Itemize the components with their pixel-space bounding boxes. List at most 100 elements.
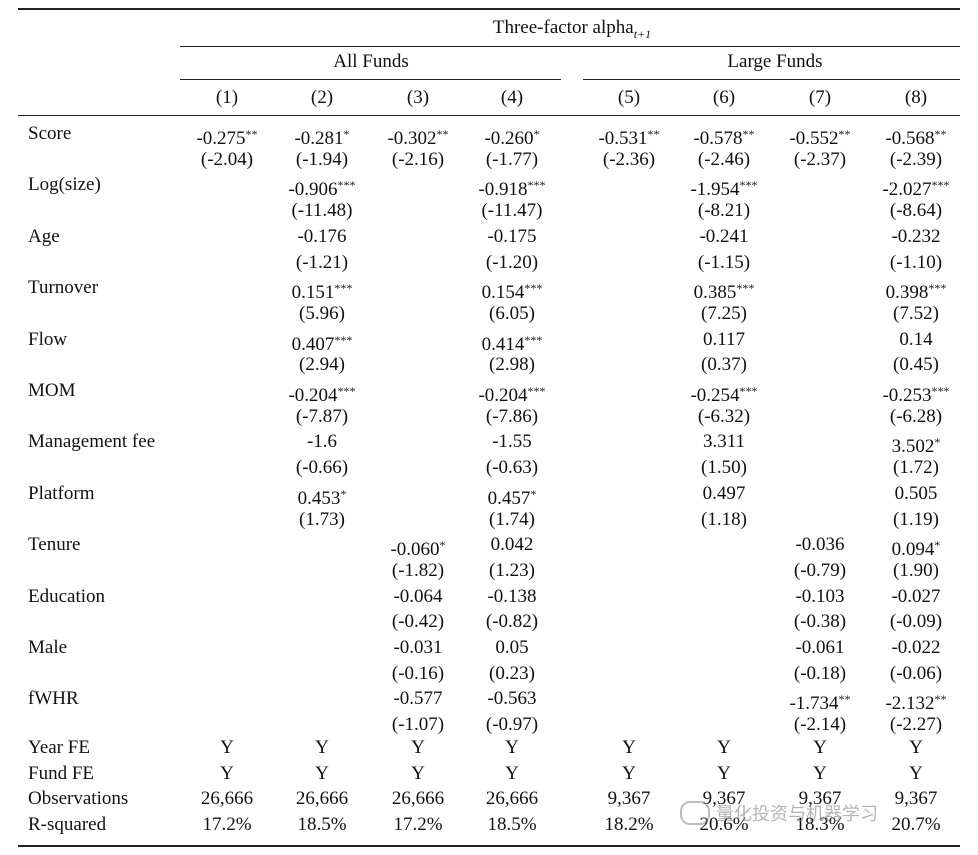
t-stat-cell: (7.25) xyxy=(701,302,747,324)
t-stat-cell: (-1.15) xyxy=(697,251,751,273)
t-stat-cell: (-6.28) xyxy=(889,405,943,427)
coef-value: -0.281 xyxy=(294,128,344,149)
t-stat-cell: (-2.36) xyxy=(602,148,656,170)
coef-value: 0.453 xyxy=(297,487,341,509)
coef-value: -0.302 xyxy=(387,128,437,149)
coef-cell: -0.552** xyxy=(789,123,850,150)
column-number: (3) xyxy=(406,87,430,108)
column-number: (8) xyxy=(904,87,928,108)
coef-value: 0.505 xyxy=(894,482,938,504)
footer-label: R-squared xyxy=(28,814,107,836)
coef-cell: -0.275** xyxy=(196,123,257,150)
t-stat-cell: (1.19) xyxy=(893,508,939,530)
coef-cell: -0.176 xyxy=(297,226,346,248)
coef-value: 3.502 xyxy=(891,436,935,458)
coef-value: -0.568 xyxy=(885,128,935,149)
title-rule xyxy=(180,46,960,47)
coef-value: -0.232 xyxy=(891,225,941,247)
coef-cell: 0.457* xyxy=(488,483,537,510)
coef-cell: -1.734** xyxy=(789,688,850,715)
t-stat-cell: (-2.16) xyxy=(391,148,445,170)
coef-cell: -0.918*** xyxy=(478,174,545,201)
t-stat-cell: (-2.27) xyxy=(889,714,943,736)
coef-cell: 0.154*** xyxy=(482,277,543,304)
coef-value: -0.138 xyxy=(487,585,537,607)
footer-cell: 17.2% xyxy=(202,814,252,836)
coef-cell: -0.175 xyxy=(487,226,536,248)
row-label: fWHR xyxy=(28,688,79,710)
coef-value: -0.254 xyxy=(690,385,740,406)
footer-label: Fund FE xyxy=(28,762,94,784)
coef-value: -0.036 xyxy=(795,534,845,556)
footer-cell: Y xyxy=(622,737,636,758)
significance-stars: ** xyxy=(245,127,258,141)
coef-cell: 0.094* xyxy=(892,534,941,561)
footer-cell: Y xyxy=(909,762,923,784)
coef-cell: -0.563 xyxy=(487,688,536,710)
coef-cell: 0.414*** xyxy=(482,329,543,356)
coef-cell: -0.253*** xyxy=(882,380,949,407)
footer-cell: 18.3% xyxy=(795,814,845,836)
t-stat-cell: (-0.18) xyxy=(793,662,847,684)
coef-value: 0.398 xyxy=(885,282,929,304)
significance-stars: *** xyxy=(524,332,543,347)
significance-stars: *** xyxy=(931,178,950,193)
significance-stars: * xyxy=(340,486,347,501)
significance-stars: * xyxy=(533,127,540,141)
t-stat-cell: (-11.47) xyxy=(481,200,543,222)
significance-stars: ** xyxy=(647,127,660,141)
coef-value: -1.734 xyxy=(789,693,839,715)
t-stat-cell: (5.96) xyxy=(299,302,345,324)
t-stat-cell: (-0.06) xyxy=(889,662,943,684)
t-stat-cell: (6.05) xyxy=(489,302,535,324)
footer-cell: Y xyxy=(220,737,234,758)
coef-cell: -2.027*** xyxy=(882,174,949,201)
significance-stars: ** xyxy=(934,692,947,707)
t-stat-cell: (-2.37) xyxy=(793,148,847,170)
coef-value: 0.042 xyxy=(490,534,534,556)
coef-value: -1.954 xyxy=(690,179,740,201)
coef-cell: 3.502* xyxy=(892,431,941,458)
coef-cell: -0.027 xyxy=(891,586,940,608)
t-stat-cell: (1.50) xyxy=(701,457,747,479)
t-stat-cell: (0.37) xyxy=(701,354,747,376)
coef-value: -0.204 xyxy=(478,385,528,406)
significance-stars: *** xyxy=(334,281,353,296)
t-stat-cell: (-2.39) xyxy=(889,148,943,170)
footer-cell: Y xyxy=(717,737,731,758)
t-stat-cell: (1.90) xyxy=(893,559,939,581)
coef-value: 0.414 xyxy=(481,333,525,355)
coef-value: -0.064 xyxy=(393,585,443,607)
coef-cell: -2.132** xyxy=(885,688,946,715)
column-number: (4) xyxy=(500,87,524,108)
significance-stars: ** xyxy=(436,127,449,141)
footer-cell: 26,666 xyxy=(391,788,445,810)
footer-cell: 26,666 xyxy=(295,788,349,810)
footer-cell: Y xyxy=(813,762,827,784)
table-title: Three-factor alphat+1 xyxy=(492,17,652,41)
coef-value: -0.060 xyxy=(390,539,440,561)
t-stat-cell: (-1.07) xyxy=(391,714,445,736)
footer-cell: 18.2% xyxy=(604,814,654,836)
coef-cell: 3.311 xyxy=(703,431,745,453)
row-label: Flow xyxy=(28,328,68,350)
significance-stars: *** xyxy=(524,281,543,296)
column-number: (2) xyxy=(310,87,334,108)
footer-cell: 9,367 xyxy=(607,788,651,810)
t-stat-cell: (1.74) xyxy=(489,508,535,530)
t-stat-cell: (-7.86) xyxy=(485,405,539,427)
row-label: Log(size) xyxy=(28,174,101,196)
t-stat-cell: (-11.48) xyxy=(291,200,353,222)
footer-cell: 20.7% xyxy=(891,814,941,836)
coef-cell: -0.260* xyxy=(484,123,539,150)
column-number: (6) xyxy=(712,87,736,108)
t-stat-cell: (2.98) xyxy=(489,354,535,376)
coef-value: 3.311 xyxy=(702,431,746,453)
t-stat-cell: (-0.82) xyxy=(485,611,539,633)
coef-value: 0.385 xyxy=(693,282,737,304)
coef-cell: -0.204*** xyxy=(288,380,355,407)
footer-cell: Y xyxy=(315,737,329,758)
significance-stars: ** xyxy=(838,127,851,141)
coef-value: -0.027 xyxy=(891,585,941,607)
